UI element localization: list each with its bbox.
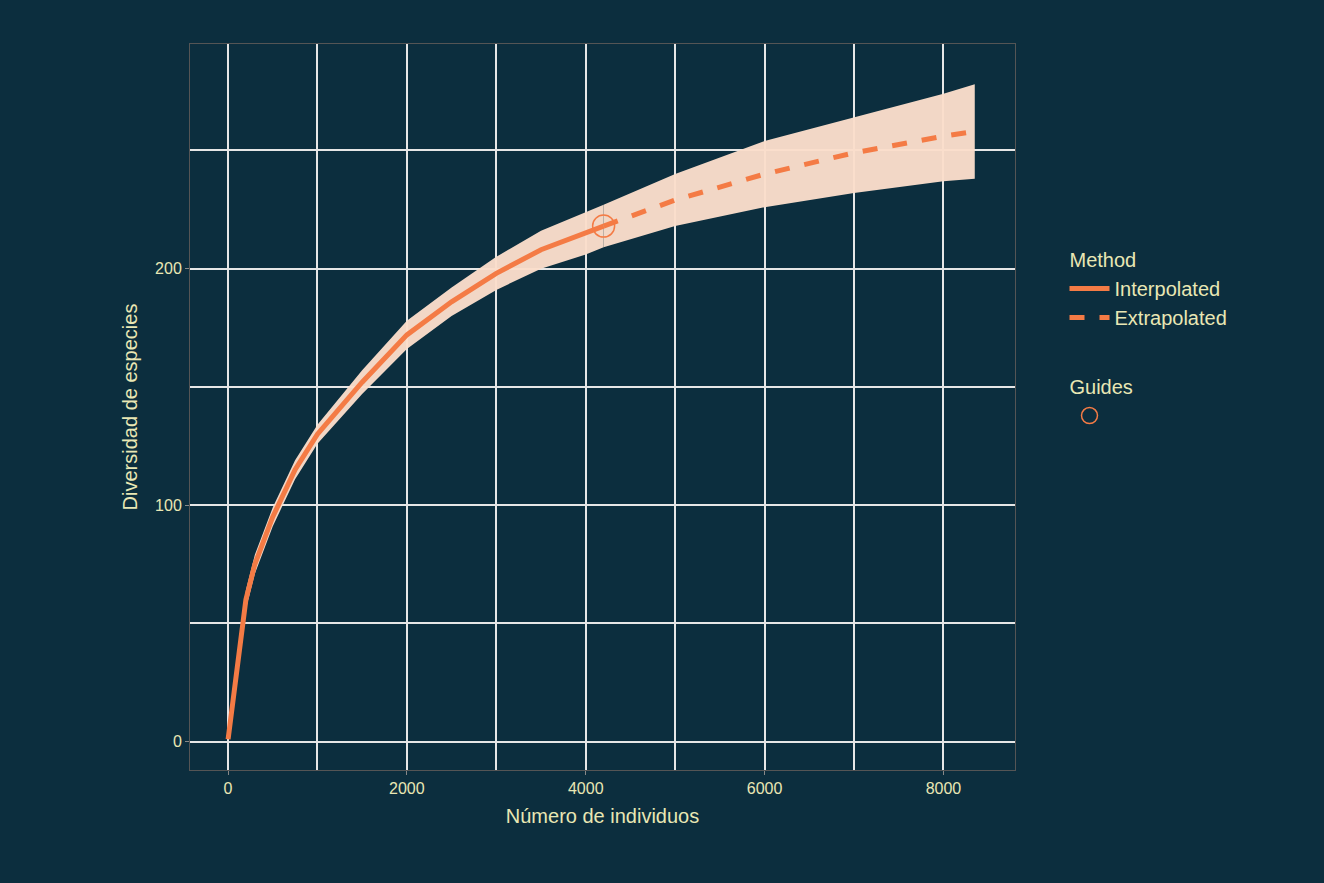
- svg-text:Extrapolated: Extrapolated: [1115, 307, 1227, 329]
- svg-text:4000: 4000: [568, 780, 604, 797]
- svg-text:2000: 2000: [389, 780, 425, 797]
- svg-text:Method: Method: [1070, 249, 1137, 271]
- svg-text:Guides: Guides: [1070, 376, 1133, 398]
- svg-text:Interpolated: Interpolated: [1115, 278, 1221, 300]
- svg-text:6000: 6000: [747, 780, 783, 797]
- svg-text:Diversidad de especies: Diversidad de especies: [119, 304, 141, 511]
- svg-text:100: 100: [155, 497, 182, 514]
- svg-text:200: 200: [155, 260, 182, 277]
- svg-text:0: 0: [173, 733, 182, 750]
- svg-text:0: 0: [224, 780, 233, 797]
- svg-text:Número de individuos: Número de individuos: [506, 805, 699, 827]
- svg-text:8000: 8000: [926, 780, 962, 797]
